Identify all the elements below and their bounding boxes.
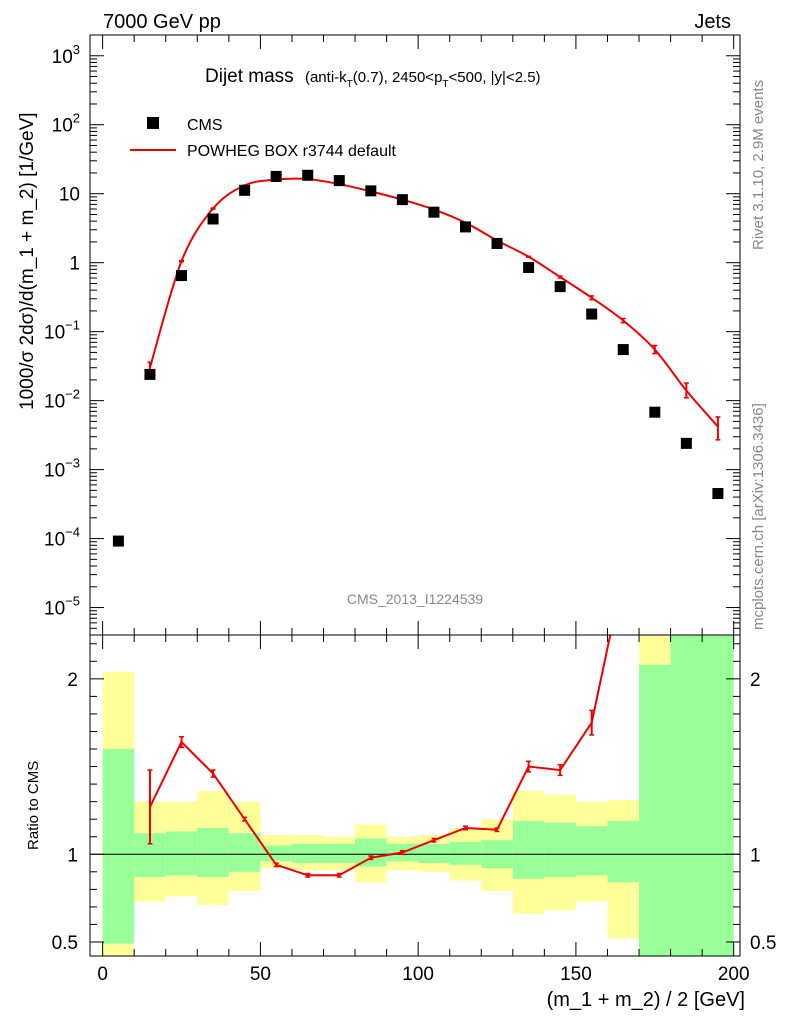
ratio-inner-band-bin: [197, 827, 229, 878]
ratio-inner-band-bin: [544, 822, 576, 878]
cms-data-point: [207, 213, 219, 225]
cms-data-point: [712, 488, 724, 500]
ratio-mc-line: [149, 635, 612, 877]
legend-cms-marker: [147, 117, 159, 129]
main-y-tick-label: 102: [52, 111, 80, 137]
x-axis-label: (m_1 + m_2) / 2 [GeV]: [547, 989, 745, 1011]
chart-title: Dijet mass (anti-kT(0.7), 2450<pT<500, |…: [205, 66, 541, 90]
cms-data-point: [428, 206, 440, 218]
cms-data-point: [239, 184, 251, 196]
cms-data-point: [270, 170, 282, 182]
ratio-inner-band-bin: [165, 831, 198, 876]
cms-data-point: [680, 437, 692, 449]
cms-data-point: [365, 185, 377, 197]
ratio-y-tick-label: 2: [67, 670, 78, 691]
source-reference-text: mcplots.cern.ch [arXiv:1306.3436]: [750, 403, 767, 630]
ratio-y-tick-label-right: 2: [750, 670, 761, 691]
cms-data-point: [586, 308, 598, 320]
main-y-tick-label: 10−4: [44, 525, 80, 551]
ratio-plot-frame: [89, 634, 741, 957]
ratio-inner-band-bin: [512, 820, 545, 879]
cms-data-point: [523, 262, 535, 274]
ratio-inner-band-bin: [670, 635, 703, 956]
collision-label: 7000 GeV pp: [103, 11, 221, 33]
x-tick-label: 200: [718, 964, 750, 985]
main-y-axis-label: 1000/σ 2dσ)/d(m_1 + m_2) [1/GeV]: [17, 112, 38, 410]
cms-data-point: [491, 237, 503, 249]
main-y-tick-label: 10−2: [44, 387, 80, 413]
cms-data-point: [617, 344, 629, 356]
ratio-y-tick-label-right: 0.5: [750, 933, 776, 954]
ratio-inner-band-bin: [575, 826, 608, 876]
ratio-inner-band-bin: [323, 843, 356, 864]
chart-title-suffix-c: <500, |y|<2.5): [449, 69, 541, 86]
ratio-mc-group: [147, 635, 612, 878]
cms-data-point: [554, 281, 566, 293]
main-y-tick-label: 1: [69, 254, 80, 275]
chart-title-suffix-b: (0.7), 2450<p: [353, 69, 443, 86]
main-y-tick-label: 10: [59, 185, 80, 206]
main-y-tick-label: 10−5: [44, 594, 80, 620]
ratio-y-tick-label: 1: [67, 845, 78, 866]
x-tick-label: 100: [402, 964, 434, 985]
ratio-plot-marks: [90, 635, 740, 956]
analysis-watermark: CMS_2013_I1224539: [347, 591, 483, 607]
main-y-tick-label: 10−3: [44, 456, 80, 482]
legend: CMS POWHEG BOX r3744 default: [130, 117, 397, 160]
chart-title-suffix-a: (anti-k: [305, 69, 347, 86]
ratio-inner-band-bin: [607, 820, 640, 883]
ratio-inner-band-bin: [102, 749, 135, 944]
x-tick-label: 0: [97, 964, 108, 985]
cms-data-point: [649, 406, 661, 418]
chart-title-sub-t2: T: [442, 79, 448, 90]
cms-data-point: [333, 175, 345, 187]
ratio-inner-band-bin: [228, 833, 261, 872]
ratio-inner-band-bin: [702, 635, 734, 956]
rivet-version-text: Rivet 3.1.10, 2.9M events: [750, 80, 767, 250]
main-plot-marks: [112, 169, 724, 547]
legend-powheg-label: POWHEG BOX r3744 default: [187, 143, 397, 160]
cms-data-point: [176, 270, 188, 282]
main-y-tick-label: 103: [52, 42, 80, 68]
ratio-inner-band-bin: [449, 841, 482, 865]
cms-data-point: [459, 221, 471, 233]
cms-data-point: [302, 169, 314, 181]
x-tick-label: 150: [560, 964, 592, 985]
ratio-inner-band-bin: [418, 843, 450, 864]
ratio-inner-band-bin: [355, 838, 387, 867]
process-label: Jets: [694, 11, 731, 33]
ratio-inner-band-bin: [639, 664, 671, 956]
ratio-inner-band-bin: [260, 845, 292, 862]
chart-title-main: Dijet mass: [205, 66, 294, 87]
ratio-inner-band-bin: [291, 843, 324, 864]
chart-title-sub-t1: T: [347, 79, 353, 90]
cms-data-point: [396, 194, 408, 206]
x-tick-label: 50: [250, 964, 271, 985]
main-y-tick-label: 10−1: [44, 318, 80, 344]
legend-cms-label: CMS: [187, 117, 223, 134]
cms-data-point: [144, 368, 156, 380]
ratio-y-axis-label: Ratio to CMS: [25, 761, 42, 850]
cms-data-point: [112, 535, 124, 547]
ratio-y-tick-label-right: 1: [750, 845, 761, 866]
ratio-y-tick-label: 0.5: [52, 933, 78, 954]
